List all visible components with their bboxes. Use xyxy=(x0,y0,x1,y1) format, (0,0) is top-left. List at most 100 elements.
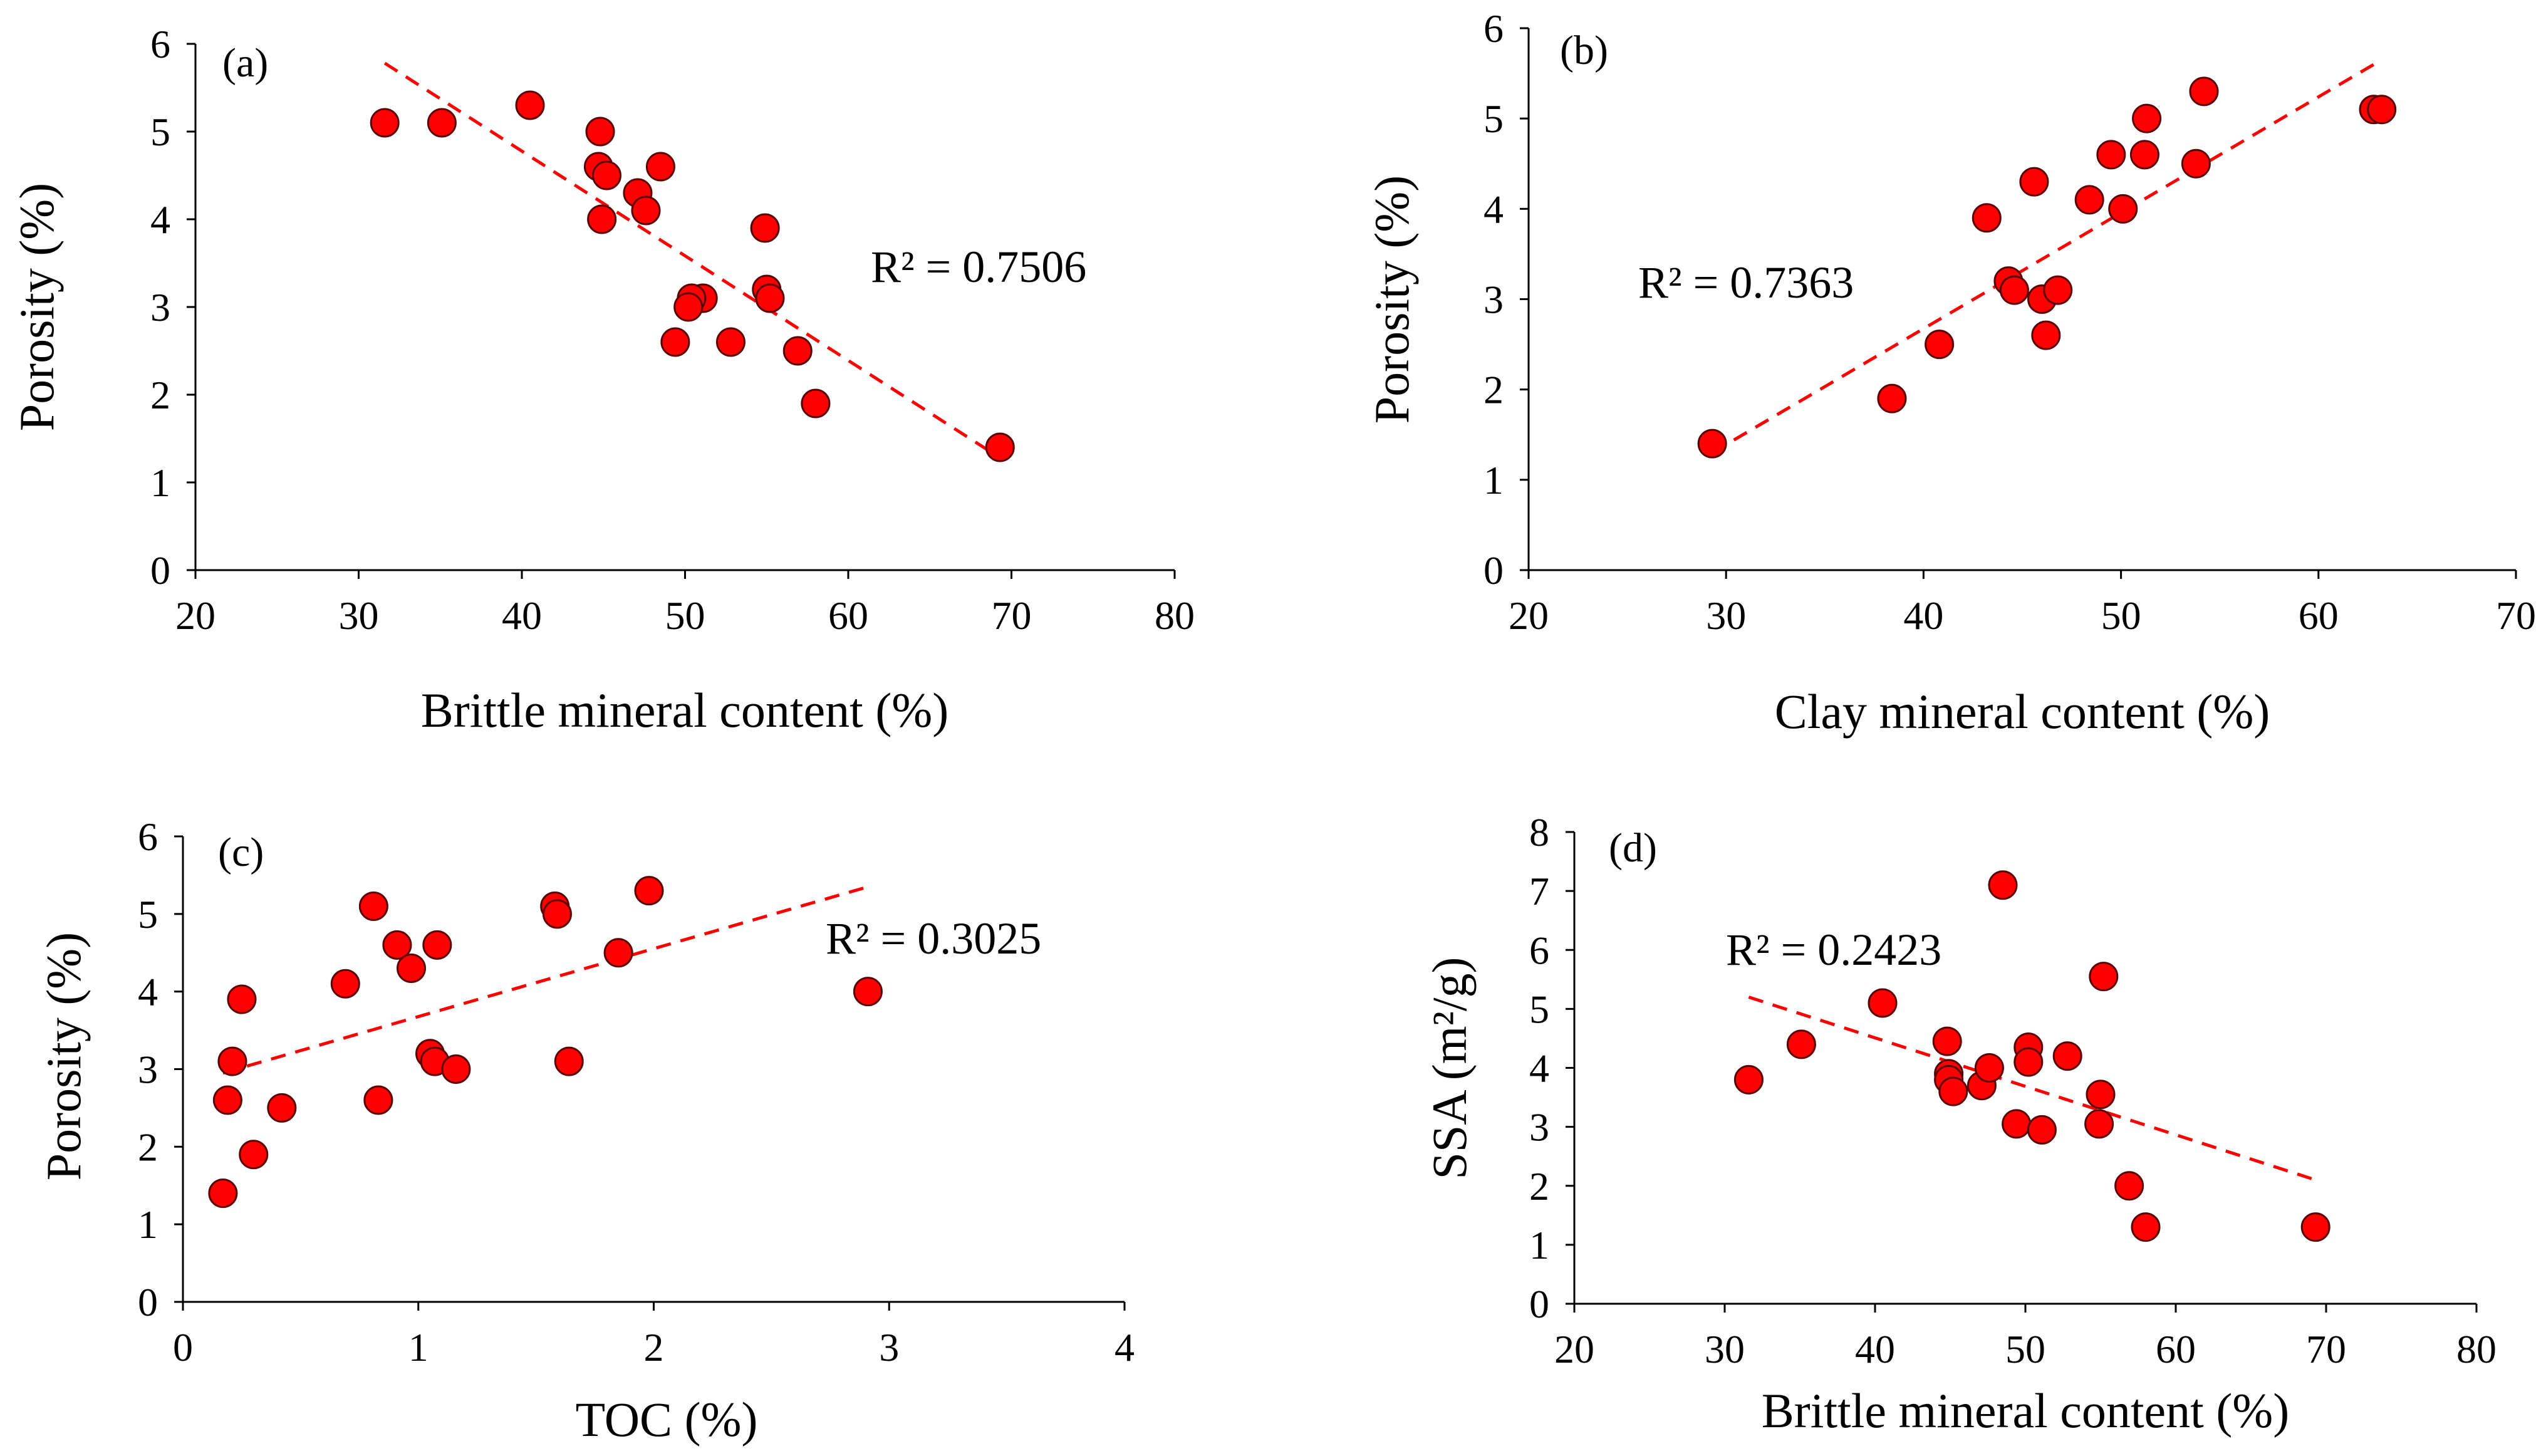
panel-b-label: (b) xyxy=(1560,28,1608,73)
data-point xyxy=(591,160,621,190)
y-tick-label: 2 xyxy=(1529,1164,1549,1209)
panel-a-label: (a) xyxy=(222,40,268,86)
x-tick-label: 2 xyxy=(644,1325,664,1370)
data-point xyxy=(1999,275,2029,305)
x-tick-label: 70 xyxy=(2306,1327,2346,1371)
data-point xyxy=(2181,148,2211,179)
data-point xyxy=(585,117,615,147)
data-point xyxy=(2131,1212,2161,1242)
data-point xyxy=(603,938,633,968)
panel-d-ticks: 20 30 40 50 60 70 80 0 1 2 3 4 5 6 7 8 xyxy=(1529,810,2497,1371)
data-point xyxy=(427,108,457,138)
data-point xyxy=(1925,330,1955,360)
panel-d-xlabel: Brittle mineral content (%) xyxy=(1762,1383,2290,1438)
data-point xyxy=(370,108,400,138)
data-point xyxy=(330,969,360,999)
panel-c: 0 1 2 3 4 0 1 2 3 4 5 6 (c) R² = 0.3025 TOC (%) Por… xyxy=(36,814,1135,1447)
y-tick-label: 7 xyxy=(1529,869,1549,913)
y-tick-label: 3 xyxy=(138,1048,158,1092)
data-point xyxy=(441,1054,471,1084)
panel-d-ylabel: SSA (m²/g) xyxy=(1422,957,1477,1180)
data-point xyxy=(1733,1064,1764,1095)
data-point xyxy=(782,336,813,366)
y-tick-label: 5 xyxy=(1483,96,1504,141)
panel-c-ylabel: Porosity (%) xyxy=(36,932,91,1180)
x-tick-label: 70 xyxy=(992,593,1032,638)
panel-b: 20 30 40 50 60 70 0 1 2 3 4 5 6 (b) R² = 0.7363 Clay… xyxy=(1364,6,2536,739)
y-tick-label: 3 xyxy=(1483,278,1504,322)
data-point xyxy=(2367,95,2397,125)
panel-a-ylabel: Porosity (%) xyxy=(9,183,64,431)
data-point xyxy=(1972,203,2002,233)
y-tick-label: 2 xyxy=(150,373,170,417)
panel-a: 20 30 40 50 60 70 80 0 1 2 3 4 5 6 (a) R² = 0.7506 Br… xyxy=(9,22,1195,737)
panel-c-r2: R² = 0.3025 xyxy=(826,913,1041,964)
x-tick-label: 30 xyxy=(1705,1327,1745,1371)
y-tick-label: 6 xyxy=(1529,928,1549,972)
data-point xyxy=(2084,1109,2114,1139)
data-point xyxy=(1868,988,1898,1018)
y-tick-label: 2 xyxy=(138,1125,158,1169)
y-tick-label: 3 xyxy=(150,285,170,330)
data-point xyxy=(645,152,675,182)
x-tick-label: 80 xyxy=(1155,593,1195,638)
panel-d-trendline xyxy=(1748,996,2316,1182)
data-point xyxy=(2019,167,2049,197)
panel-b-ylabel: Porosity (%) xyxy=(1364,175,1419,424)
x-tick-label: 70 xyxy=(2496,593,2536,638)
y-tick-label: 4 xyxy=(1529,1046,1549,1091)
panel-d-points xyxy=(1733,870,2330,1242)
data-point xyxy=(2086,1079,2116,1110)
data-point xyxy=(358,891,388,921)
panel-d-label: (d) xyxy=(1609,825,1657,871)
panel-a-r2: R² = 0.7506 xyxy=(871,242,1086,292)
data-point xyxy=(396,954,426,984)
panel-d-r2: R² = 0.2423 xyxy=(1726,925,1941,975)
panel-c-xlabel: TOC (%) xyxy=(575,1392,757,1447)
y-tick-label: 1 xyxy=(138,1202,158,1247)
panel-b-xlabel: Clay mineral content (%) xyxy=(1775,684,2270,739)
panel-a-points xyxy=(370,90,1015,462)
data-point xyxy=(2027,1115,2057,1145)
data-point xyxy=(382,930,412,960)
x-tick-label: 40 xyxy=(1855,1327,1895,1371)
data-point xyxy=(1877,383,1907,413)
data-point xyxy=(1932,1026,1962,1056)
panel-b-r2: R² = 0.7363 xyxy=(1638,257,1854,308)
x-tick-label: 60 xyxy=(828,593,868,638)
data-point xyxy=(515,90,545,120)
data-point xyxy=(2108,194,2138,224)
data-point xyxy=(755,283,785,313)
y-tick-label: 0 xyxy=(150,548,170,593)
data-point xyxy=(673,292,704,322)
data-point xyxy=(239,1140,269,1170)
y-tick-label: 0 xyxy=(1483,548,1504,593)
y-tick-label: 5 xyxy=(138,892,158,937)
x-tick-label: 20 xyxy=(1509,593,1549,638)
y-tick-label: 1 xyxy=(150,460,170,505)
x-tick-label: 80 xyxy=(2456,1327,2497,1371)
y-tick-label: 4 xyxy=(138,970,158,1014)
data-point xyxy=(853,977,883,1007)
data-point xyxy=(985,432,1015,462)
data-point xyxy=(2074,185,2104,215)
x-tick-label: 60 xyxy=(2299,593,2339,638)
data-point xyxy=(631,195,661,226)
panel-c-trendline xyxy=(222,885,869,1075)
x-tick-label: 50 xyxy=(665,593,705,638)
x-tick-label: 50 xyxy=(2101,593,2141,638)
data-point xyxy=(2114,1171,2144,1201)
y-tick-label: 5 xyxy=(150,110,170,154)
data-point xyxy=(587,204,617,234)
data-point xyxy=(2002,1109,2032,1139)
data-point xyxy=(217,1046,247,1076)
data-point xyxy=(2096,140,2126,170)
data-point xyxy=(2043,275,2073,305)
panel-a-trendline xyxy=(383,61,1001,459)
data-point xyxy=(1697,429,1727,459)
data-point xyxy=(227,984,257,1014)
x-tick-label: 60 xyxy=(2156,1327,2196,1371)
y-tick-label: 1 xyxy=(1529,1223,1549,1267)
